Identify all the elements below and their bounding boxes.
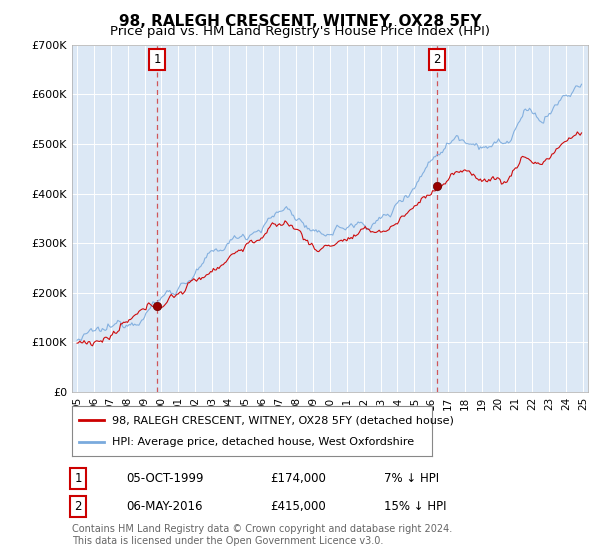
Text: 05-OCT-1999: 05-OCT-1999 [126, 472, 203, 486]
Text: HPI: Average price, detached house, West Oxfordshire: HPI: Average price, detached house, West… [112, 437, 414, 447]
Text: £415,000: £415,000 [270, 500, 326, 514]
Text: 98, RALEGH CRESCENT, WITNEY, OX28 5FY (detached house): 98, RALEGH CRESCENT, WITNEY, OX28 5FY (d… [112, 415, 454, 425]
Text: 2: 2 [74, 500, 82, 514]
Text: 15% ↓ HPI: 15% ↓ HPI [384, 500, 446, 514]
Text: Contains HM Land Registry data © Crown copyright and database right 2024.
This d: Contains HM Land Registry data © Crown c… [72, 524, 452, 546]
Text: 06-MAY-2016: 06-MAY-2016 [126, 500, 203, 514]
Text: 7% ↓ HPI: 7% ↓ HPI [384, 472, 439, 486]
Text: 2: 2 [433, 53, 441, 66]
Text: 1: 1 [154, 53, 161, 66]
Text: £174,000: £174,000 [270, 472, 326, 486]
Text: 98, RALEGH CRESCENT, WITNEY, OX28 5FY: 98, RALEGH CRESCENT, WITNEY, OX28 5FY [119, 14, 481, 29]
Text: Price paid vs. HM Land Registry's House Price Index (HPI): Price paid vs. HM Land Registry's House … [110, 25, 490, 38]
Text: 1: 1 [74, 472, 82, 486]
